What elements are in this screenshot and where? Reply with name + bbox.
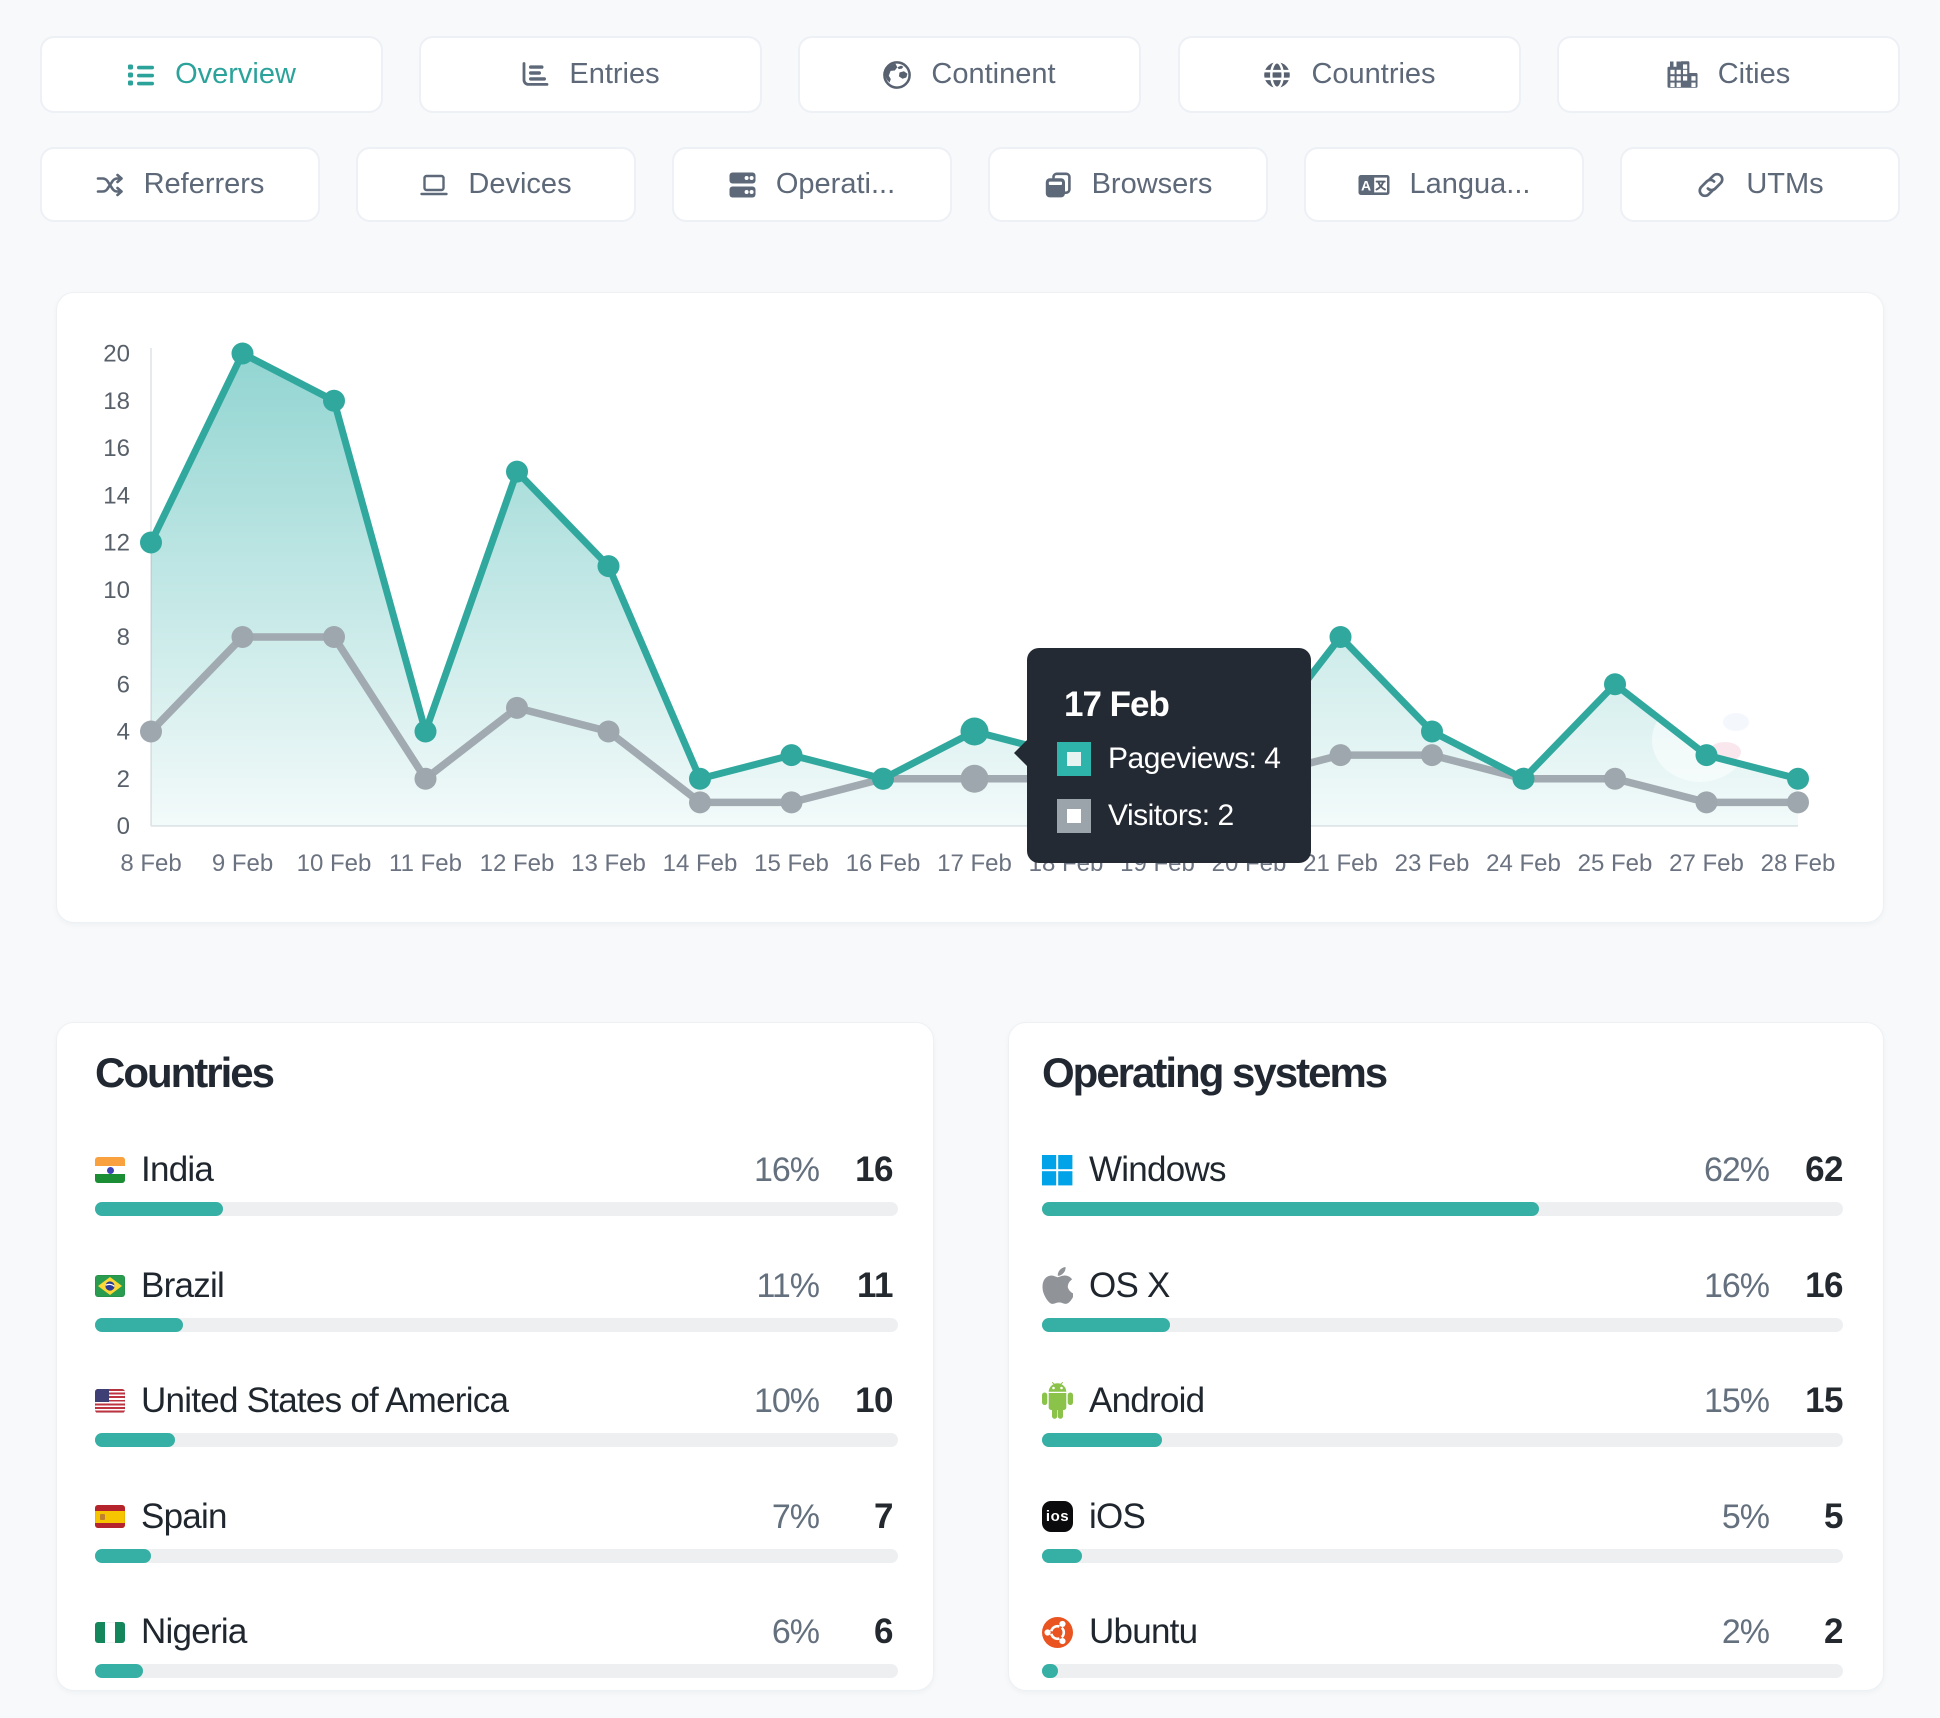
svg-text:15 Feb: 15 Feb (754, 850, 829, 877)
svg-text:9 Feb: 9 Feb (212, 850, 273, 877)
svg-text:10: 10 (103, 577, 130, 604)
svg-text:27 Feb: 27 Feb (1669, 850, 1744, 877)
svg-text:25 Feb: 25 Feb (1578, 850, 1653, 877)
svg-text:4: 4 (117, 719, 130, 746)
svg-text:14: 14 (103, 482, 130, 509)
svg-text:11 Feb: 11 Feb (389, 850, 462, 877)
svg-text:28 Feb: 28 Feb (1761, 850, 1836, 877)
svg-text:24 Feb: 24 Feb (1486, 850, 1561, 877)
svg-text:0: 0 (117, 813, 130, 840)
svg-text:8: 8 (117, 624, 130, 651)
svg-text:21 Feb: 21 Feb (1303, 850, 1378, 877)
svg-text:18: 18 (103, 388, 130, 415)
svg-text:A: A (1360, 177, 1370, 193)
svg-text:14 Feb: 14 Feb (663, 850, 738, 877)
svg-text:8 Feb: 8 Feb (120, 850, 181, 877)
svg-text:10 Feb: 10 Feb (297, 850, 372, 877)
svg-text:2: 2 (117, 766, 130, 793)
svg-text:16 Feb: 16 Feb (846, 850, 921, 877)
svg-text:6: 6 (117, 671, 130, 698)
svg-text:17 Feb: 17 Feb (937, 850, 1012, 877)
svg-text:20: 20 (103, 341, 130, 368)
svg-text:12: 12 (103, 530, 130, 557)
svg-text:13 Feb: 13 Feb (571, 850, 646, 877)
svg-text:16: 16 (103, 435, 130, 462)
svg-text:12 Feb: 12 Feb (480, 850, 555, 877)
svg-text:23 Feb: 23 Feb (1395, 850, 1470, 877)
